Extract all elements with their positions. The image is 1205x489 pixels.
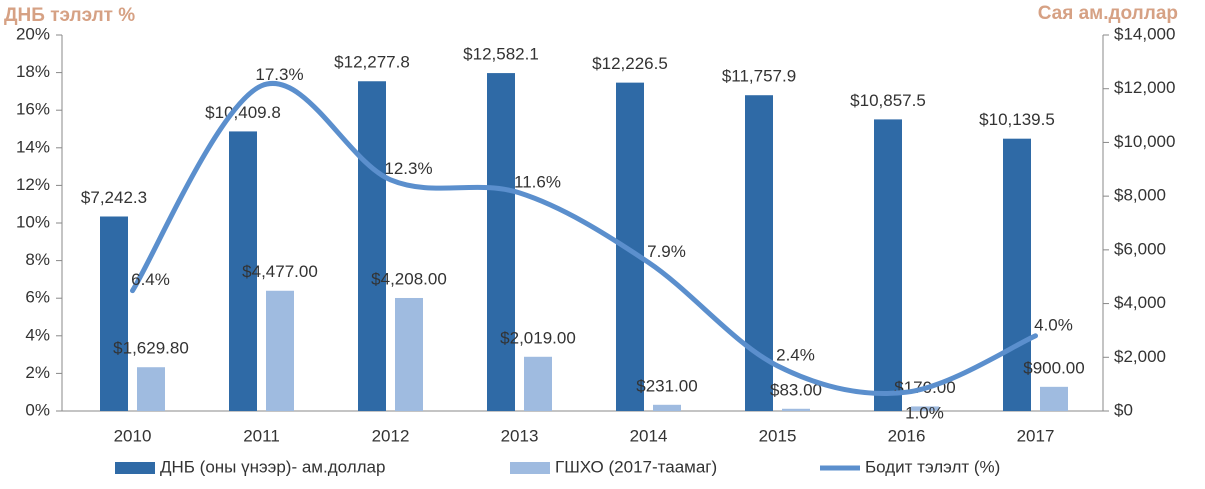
y2-axis-title: Сая ам.доллар (1038, 3, 1178, 24)
y-tick-label: 18% (16, 62, 50, 81)
data-label: $12,277.8 (334, 53, 410, 72)
data-label: 6.4% (131, 270, 170, 289)
bar (266, 290, 294, 411)
bar (1003, 138, 1031, 411)
legend-label: Бодит тэлэлт (%) (865, 457, 1000, 476)
bar (653, 404, 681, 411)
y-tick-label: 2% (25, 363, 50, 382)
legend-label: ДНБ (оны үнээр)- ам.доллар (160, 457, 385, 476)
y2-tick-label: $6,000 (1114, 239, 1166, 258)
bar (137, 367, 165, 411)
data-label: $10,139.5 (979, 110, 1055, 129)
y-tick-label: 6% (25, 288, 50, 307)
bar (100, 216, 128, 411)
data-label: $12,582.1 (463, 45, 539, 64)
data-label: $4,477.00 (242, 262, 318, 281)
legend-label: ГШХО (2017-таамаг) (555, 457, 717, 476)
data-label: $7,242.3 (81, 188, 147, 207)
bar (782, 408, 810, 411)
data-label: $4,208.00 (371, 269, 447, 288)
data-label: $2,019.00 (500, 328, 576, 347)
y2-tick-label: $4,000 (1114, 293, 1166, 312)
data-label: 11.6% (514, 172, 561, 191)
data-label: 4.0% (1034, 315, 1073, 334)
y-tick-label: 16% (16, 100, 50, 119)
bar (229, 131, 257, 411)
y2-tick-label: $14,000 (1114, 24, 1175, 43)
legend-swatch (510, 462, 550, 474)
data-label: $12,226.5 (592, 54, 668, 73)
x-tick-label: 2014 (630, 426, 668, 445)
legend-swatch (115, 462, 155, 474)
y2-tick-label: $12,000 (1114, 78, 1175, 97)
y-tick-label: 10% (16, 212, 50, 231)
data-label: $231.00 (636, 376, 697, 395)
bar (524, 356, 552, 411)
data-label: 7.9% (647, 242, 686, 261)
x-tick-label: 2016 (888, 426, 926, 445)
y-tick-label: 4% (25, 325, 50, 344)
data-label: $11,757.9 (722, 67, 796, 86)
line (130, 81, 1038, 396)
y-tick-label: 14% (16, 137, 50, 156)
x-tick-label: 2012 (372, 426, 410, 445)
data-label: 2.4% (776, 345, 815, 364)
y2-tick-label: $2,000 (1114, 347, 1166, 366)
data-label: $83.00 (770, 380, 822, 399)
bar (395, 297, 423, 411)
data-label: $10,857.5 (850, 91, 926, 110)
data-label: $900.00 (1023, 358, 1084, 377)
bar (487, 73, 515, 411)
x-tick-label: 2010 (114, 426, 152, 445)
bar (911, 406, 939, 411)
y-tick-label: 12% (16, 175, 50, 194)
y2-tick-label: $8,000 (1114, 186, 1166, 205)
x-tick-label: 2017 (1017, 426, 1055, 445)
x-tick-label: 2011 (243, 426, 280, 445)
y2-tick-label: $0 (1114, 400, 1133, 419)
y-tick-label: 8% (25, 250, 50, 269)
data-label: $1,629.80 (113, 339, 189, 358)
bar (358, 81, 386, 412)
x-tick-label: 2013 (501, 426, 539, 445)
x-tick-label: 2015 (759, 426, 797, 445)
data-label: 17.3% (255, 65, 303, 84)
data-label: 1.0% (905, 404, 944, 423)
y-tick-label: 0% (25, 400, 50, 419)
y-tick-label: 20% (16, 24, 50, 43)
bar (874, 119, 902, 412)
y-axis-title: ДНБ тэлэлт % (4, 5, 135, 26)
y2-tick-label: $10,000 (1114, 132, 1175, 151)
data-label: $10,409.8 (205, 103, 281, 122)
data-label: 12.3% (384, 159, 432, 178)
bar (1040, 386, 1068, 411)
